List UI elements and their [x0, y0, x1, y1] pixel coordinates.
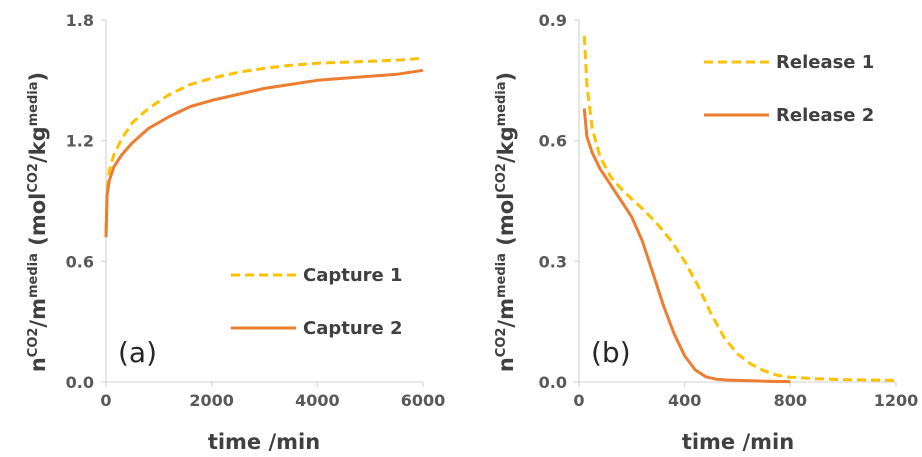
x-tick-label: 0 — [100, 391, 111, 410]
y-tick-label: 0.3 — [539, 252, 567, 271]
y-tick-label: 0.6 — [539, 132, 567, 151]
series-line-capture-1 — [104, 56, 424, 232]
x-tick-label: 0 — [573, 391, 584, 410]
panel-b-x-axis-label: time /min — [682, 430, 794, 454]
y-tick-label: 1.2 — [66, 132, 94, 151]
panel-a-y-ticks: 0.0 0.6 1.2 1.8 — [66, 11, 106, 392]
panel-a-x-axis-label: time /min — [208, 430, 320, 454]
panel-b-tag: (b) — [591, 336, 631, 369]
panel-b-series — [582, 36, 897, 384]
panel-b-y-axis-label: nCO2/mmedia (molCO2/kgmedia) — [494, 72, 518, 372]
legend-label-capture-1: Capture 1 — [303, 265, 403, 286]
y-tick-label: 1.8 — [66, 11, 94, 30]
panel-a-series — [104, 56, 424, 238]
series-line-capture-2 — [104, 68, 424, 238]
series-line-release-1 — [582, 36, 897, 382]
y-tick-label: 0.0 — [539, 373, 567, 392]
x-tick-label: 800 — [774, 391, 807, 410]
panel-a-x-ticks: 0 2000 4000 6000 — [100, 382, 445, 410]
panel-b-x-ticks: 0 400 800 1200 — [573, 382, 918, 410]
x-tick-label: 400 — [668, 391, 701, 410]
panel-a: nCO2/mmedia (molCO2/kgmedia) 0.0 0.6 1.2 1.… — [26, 11, 445, 454]
x-tick-label: 6000 — [401, 391, 446, 410]
panel-a-tag: (a) — [118, 336, 157, 369]
y-tick-label: 0.6 — [66, 252, 94, 271]
x-tick-label: 4000 — [295, 391, 340, 410]
x-tick-label: 1200 — [874, 391, 919, 410]
legend-label-release-1: Release 1 — [776, 52, 874, 73]
panel-a-legend: Capture 1 Capture 2 — [231, 265, 403, 339]
y-tick-label: 0.9 — [539, 11, 567, 30]
x-tick-label: 2000 — [189, 391, 234, 410]
panel-a-y-axis-label: nCO2/mmedia (molCO2/kgmedia) — [26, 72, 50, 372]
legend-label-release-2: Release 2 — [776, 105, 874, 126]
y-tick-label: 0.0 — [66, 373, 94, 392]
series-line-release-2 — [582, 108, 791, 384]
panel-b: nCO2/mmedia (molCO2/kgmedia) 0.00.30.60.… — [494, 11, 918, 454]
legend-label-capture-2: Capture 2 — [303, 318, 403, 339]
panel-b-y-ticks: 0.0 0.3 0.6 0.9 — [539, 11, 579, 392]
panel-b-legend: Release 1 Release 2 — [704, 52, 874, 126]
